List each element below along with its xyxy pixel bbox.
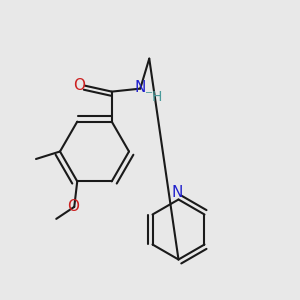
Text: N: N (171, 185, 183, 200)
Text: N: N (135, 80, 146, 94)
Text: O: O (73, 78, 85, 93)
Text: O: O (67, 200, 79, 214)
Text: H: H (152, 90, 162, 104)
Text: −: − (145, 88, 153, 98)
